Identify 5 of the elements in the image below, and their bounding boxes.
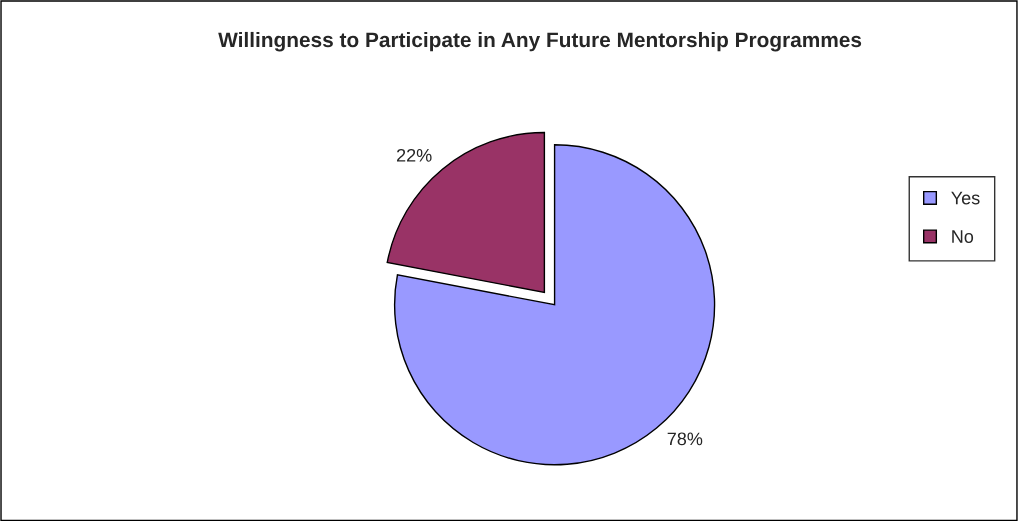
legend-label: Yes bbox=[951, 191, 980, 205]
chart-title: Willingness to Participate in Any Future Mentorship Programmes bbox=[218, 31, 862, 52]
legend-label: No bbox=[952, 230, 974, 243]
data-label: 78% bbox=[667, 432, 703, 446]
data-label: 22% bbox=[396, 148, 432, 162]
